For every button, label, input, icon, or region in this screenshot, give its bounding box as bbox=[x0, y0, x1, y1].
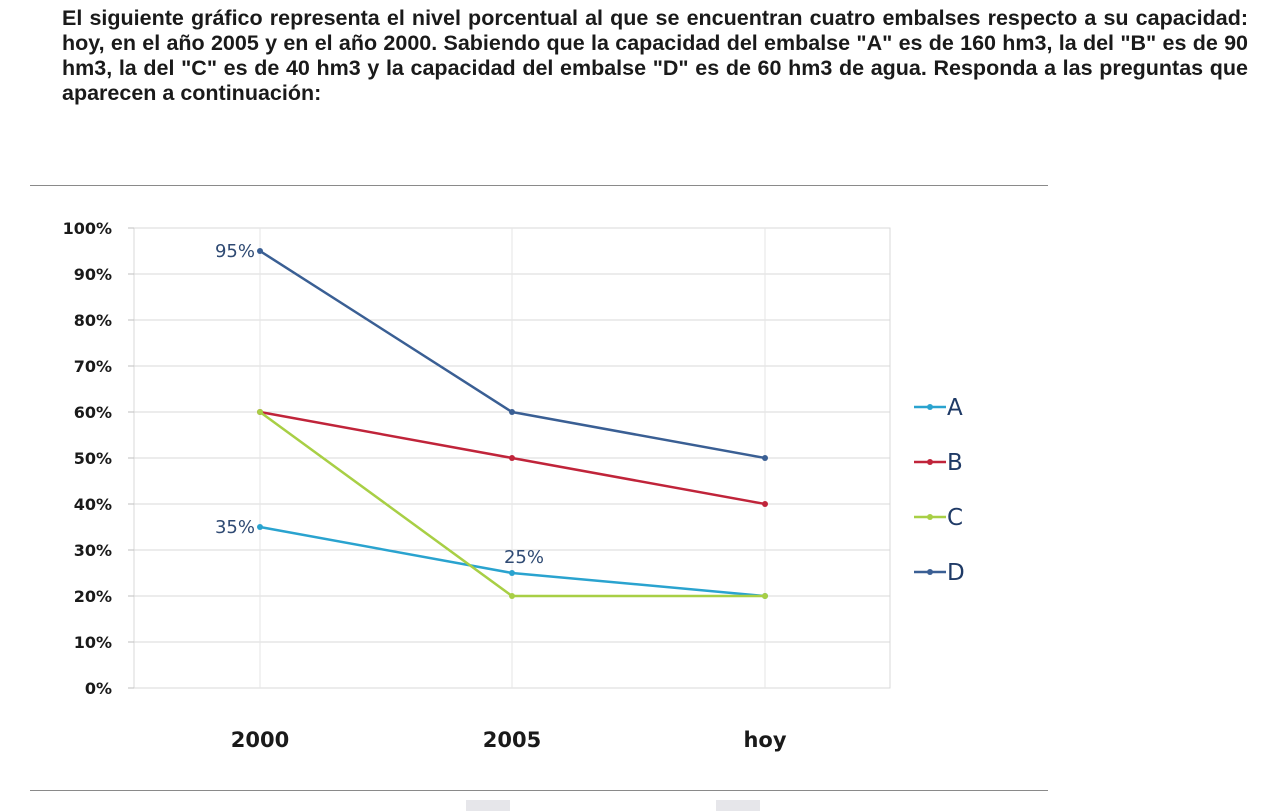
y-tick-label-50: 50% bbox=[74, 449, 112, 468]
annotation-A-2005: 25% bbox=[504, 547, 544, 568]
y-tick-label-30: 30% bbox=[74, 541, 112, 560]
y-tick-label-70: 70% bbox=[74, 357, 112, 376]
y-axis-ticks: 0% 10% 20% 30% 40% 50% 60% 70% 80% 90% 100% bbox=[63, 219, 134, 698]
legend-marker-C bbox=[927, 514, 933, 520]
footer-mark-right bbox=[716, 800, 760, 811]
y-tick-label-100: 100% bbox=[63, 219, 112, 238]
annotation-D-2000: 95% bbox=[215, 241, 255, 262]
x-label-2000: 2000 bbox=[231, 728, 289, 752]
point-D-2000 bbox=[257, 248, 263, 254]
y-tick-label-80: 80% bbox=[74, 311, 112, 330]
point-D-hoy bbox=[762, 455, 768, 461]
y-tick-label-40: 40% bbox=[74, 495, 112, 514]
point-B-hoy bbox=[762, 501, 768, 507]
legend: A B C D bbox=[914, 395, 965, 586]
x-label-hoy: hoy bbox=[743, 728, 786, 752]
point-C-hoy bbox=[762, 593, 768, 599]
point-D-2005 bbox=[509, 409, 515, 415]
bottom-divider bbox=[30, 790, 1048, 791]
legend-item-C: C bbox=[914, 505, 963, 531]
series-C bbox=[257, 409, 768, 599]
top-divider bbox=[30, 185, 1048, 186]
legend-label-B: B bbox=[947, 450, 963, 476]
point-C-2005 bbox=[509, 593, 515, 599]
series-D bbox=[257, 248, 768, 461]
y-tick-label-0: 0% bbox=[85, 679, 112, 698]
data-annotations: 95% 35% 25% bbox=[215, 241, 544, 568]
point-B-2005 bbox=[509, 455, 515, 461]
legend-label-D: D bbox=[947, 560, 965, 586]
x-label-2005: 2005 bbox=[483, 728, 541, 752]
legend-marker-A bbox=[927, 404, 933, 410]
legend-marker-D bbox=[927, 569, 933, 575]
legend-label-C: C bbox=[947, 505, 963, 531]
x-axis-labels: 2000 2005 hoy bbox=[231, 728, 787, 752]
y-tick-label-20: 20% bbox=[74, 587, 112, 606]
series-lines bbox=[257, 248, 768, 599]
y-tick-label-10: 10% bbox=[74, 633, 112, 652]
problem-statement: El siguiente gráfico representa el nivel… bbox=[62, 6, 1248, 105]
annotation-A-2000: 35% bbox=[215, 517, 255, 538]
legend-item-B: B bbox=[914, 450, 963, 476]
footer-mark-left bbox=[466, 800, 510, 811]
point-C-2000 bbox=[257, 409, 263, 415]
legend-item-A: A bbox=[914, 395, 963, 421]
legend-item-D: D bbox=[914, 560, 965, 586]
y-tick-label-60: 60% bbox=[74, 403, 112, 422]
y-tick-label-90: 90% bbox=[74, 265, 112, 284]
legend-marker-B bbox=[927, 459, 933, 465]
point-A-2005 bbox=[509, 570, 515, 576]
point-A-2000 bbox=[257, 524, 263, 530]
legend-label-A: A bbox=[947, 395, 963, 421]
